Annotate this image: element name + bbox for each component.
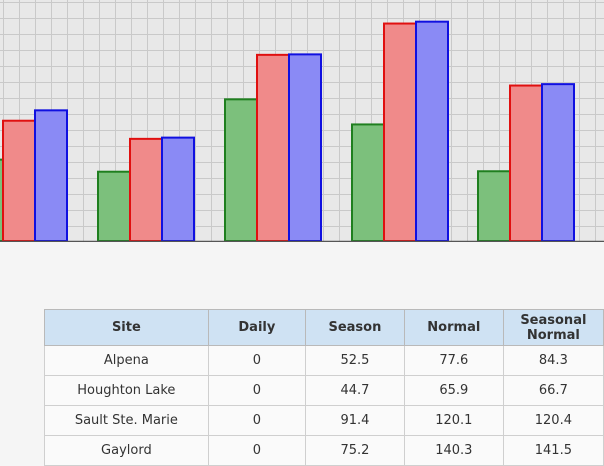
cell-seasonal-normal: 66.7 [502,375,604,406]
bar-normal-4 [509,84,543,242]
bar-seasonal-normal-4 [541,83,575,242]
bar-normal-0 [2,119,36,242]
bar-seasonal-normal-2 [288,53,322,242]
header-season: Season [304,309,405,346]
header-seasonal-normal: Seasonal Normal [502,309,604,346]
bar-seasonal-normal-3 [415,20,449,242]
table-header-row: Site Daily Season Normal Seasonal Normal [44,309,604,346]
cell-daily: 0 [207,375,306,406]
bar-seasonal-normal-0 [34,109,68,242]
header-site: Site [44,309,209,346]
cell-daily: 0 [207,435,306,466]
bar-normal-3 [383,22,417,242]
cell-normal: 65.9 [403,375,504,406]
bar-season-3 [351,123,385,242]
cell-seasonal-normal: 84.3 [502,345,604,376]
bar-season-1 [97,170,131,242]
bar-chart [0,20,604,242]
header-daily: Daily [207,309,306,346]
cell-site: Sault Ste. Marie [44,405,209,436]
cell-season: 52.5 [304,345,405,376]
bar-season-2 [224,98,258,242]
cell-season: 75.2 [304,435,405,466]
cell-normal: 120.1 [403,405,504,436]
header-normal: Normal [403,309,504,346]
table-row: Alpena 0 52.5 77.6 84.3 [44,345,604,376]
bar-normal-2 [256,53,290,242]
data-table: Site Daily Season Normal Seasonal Normal… [44,309,604,466]
cell-normal: 77.6 [403,345,504,376]
cell-daily: 0 [207,345,306,376]
cell-seasonal-normal: 120.4 [502,405,604,436]
bar-seasonal-normal-1 [161,136,195,242]
cell-site: Gaylord [44,435,209,466]
table-row: Sault Ste. Marie 0 91.4 120.1 120.4 [44,405,604,436]
cell-seasonal-normal: 141.5 [502,435,604,466]
cell-site: Houghton Lake [44,375,209,406]
table-row: Houghton Lake 0 44.7 65.9 66.7 [44,375,604,406]
cell-normal: 140.3 [403,435,504,466]
chart-plot-area [0,0,604,242]
bar-season-4 [477,170,511,242]
bar-normal-1 [129,137,163,242]
cell-season: 44.7 [304,375,405,406]
cell-daily: 0 [207,405,306,436]
cell-season: 91.4 [304,405,405,436]
cell-site: Alpena [44,345,209,376]
table-row: Gaylord 0 75.2 140.3 141.5 [44,435,604,466]
